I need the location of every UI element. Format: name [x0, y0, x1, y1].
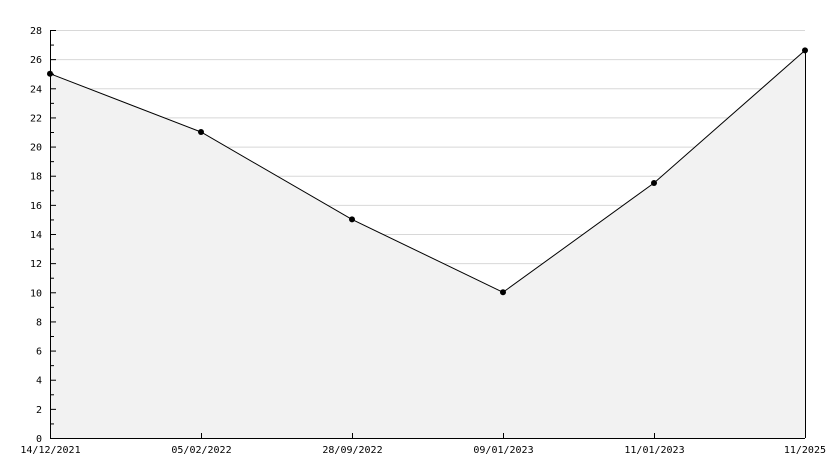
x-tick-label: 11/01/2023: [624, 445, 684, 456]
series-polyline: [49, 50, 806, 293]
y-tick-label: 8: [36, 317, 42, 328]
data-point: [651, 180, 657, 186]
area-fill: [50, 50, 805, 439]
y-tick-label: 22: [30, 113, 42, 124]
x-tick-label: 14/12/2021: [20, 445, 80, 456]
axes: [50, 30, 806, 439]
y-tick-label: 10: [30, 288, 42, 299]
data-point: [349, 216, 355, 223]
y-tick-label: 24: [30, 84, 42, 95]
y-tick-label: 4: [36, 376, 42, 387]
data-point: [47, 70, 53, 77]
data-point: [500, 289, 506, 296]
data-point: [802, 47, 808, 54]
y-tick-label: 14: [30, 230, 42, 241]
x-tick-label: 05/02/2022: [171, 445, 231, 456]
y-tick-label: 12: [30, 259, 42, 270]
y-tick-label: 2: [36, 405, 42, 416]
y-tick-label: 28: [30, 26, 42, 37]
data-markers: [47, 47, 808, 296]
data-point: [198, 129, 204, 135]
x-tick-labels: 14/12/2021 05/02/2022 28/09/2022 09/01/2023…: [20, 445, 826, 456]
y-tick-label: 0: [36, 434, 42, 445]
area-polygon: [50, 50, 805, 439]
y-tick-label: 20: [30, 143, 42, 154]
x-tick-label: 09/01/2023: [473, 445, 533, 456]
x-tick-label: 28/09/2022: [322, 445, 382, 456]
series-line: [49, 50, 806, 293]
x-tick-label: 11/2025: [784, 445, 826, 456]
y-tick-label: 6: [36, 347, 42, 358]
y-tick-label: 18: [30, 172, 42, 183]
y-tick-label: 26: [30, 55, 42, 66]
y-tick-label: 16: [30, 201, 42, 212]
